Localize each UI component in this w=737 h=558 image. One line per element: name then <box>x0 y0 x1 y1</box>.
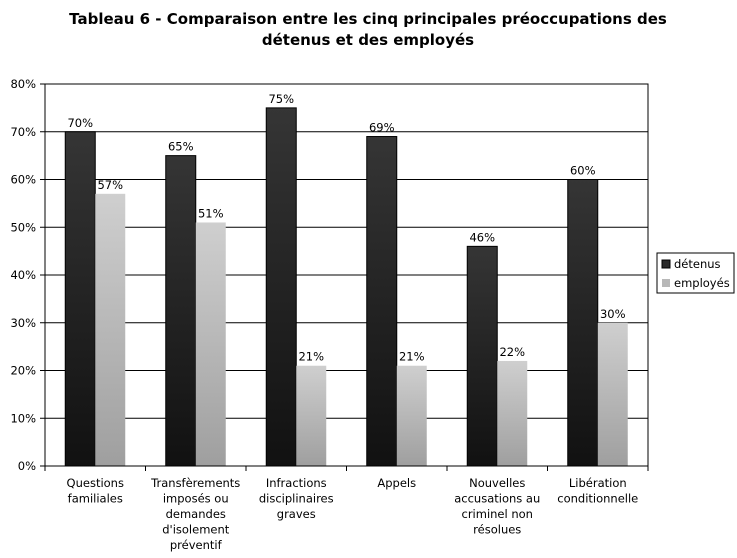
x-category-label-2-line-4: d'isolement <box>162 523 230 537</box>
y-axis-ticks: 0% 10% 20% 30% 40% 50% 60% 70% 80% <box>10 77 36 473</box>
x-category-label-4-line-1: Appels <box>377 476 416 490</box>
data-labels: 70% 57% 65% 51% 75% 21% 69% 21% 46% 22% 60% 30% <box>67 92 625 364</box>
legend-label-employés: employés <box>674 276 730 290</box>
data-label-détenus-3: 75% <box>268 92 294 106</box>
data-label-employés-5: 22% <box>499 345 525 359</box>
x-category-label-3-line-3: graves <box>277 507 316 521</box>
y-tick-label-10%: 10% <box>10 411 36 425</box>
data-label-détenus-1: 70% <box>67 116 93 130</box>
bar-détenus-1 <box>64 131 96 467</box>
data-label-détenus-5: 46% <box>469 230 495 244</box>
data-label-détenus-6: 60% <box>570 164 596 178</box>
data-label-détenus-4: 69% <box>369 121 395 135</box>
y-tick-label-20%: 20% <box>10 364 36 378</box>
data-label-employés-2: 51% <box>198 206 224 220</box>
gridlines <box>45 83 648 419</box>
y-tick-label-60%: 60% <box>10 173 36 187</box>
x-axis-categories: Questions familiales Transfèrements imposés… <box>67 476 639 552</box>
x-category-label-6: Libération conditionnelle <box>557 476 638 506</box>
bar-détenus-3 <box>265 107 297 467</box>
bar-détenus-4 <box>366 136 398 467</box>
chart-title-line-2: détenus et des employés <box>262 31 474 49</box>
data-label-employés-4: 21% <box>399 350 425 364</box>
x-category-label-2-line-1: Transfèrements <box>150 476 240 490</box>
x-category-label-3-line-1: Infractions <box>266 476 327 490</box>
x-category-label-2-line-3: demandes <box>166 507 226 521</box>
x-category-label-1: Questions familiales <box>67 476 124 506</box>
x-category-label-4: Appels <box>377 476 416 490</box>
y-tick-label-70%: 70% <box>10 125 36 139</box>
bar-employés-1 <box>95 193 126 466</box>
legend-swatch-employés <box>662 279 670 287</box>
x-category-label-5: Nouvelles accusations au criminel non résol… <box>454 476 540 537</box>
bar-employés-2 <box>195 222 226 466</box>
bar-employés-4 <box>396 365 427 466</box>
bar-détenus-2 <box>165 155 197 467</box>
y-tick-label-50%: 50% <box>10 220 36 234</box>
x-category-label-2-line-2: imposés ou <box>163 492 229 506</box>
data-label-détenus-2: 65% <box>168 140 194 154</box>
x-category-label-3-line-2: disciplinaires <box>259 492 334 506</box>
chart-title: Tableau 6 - Comparaison entre les cinq p… <box>69 10 667 49</box>
x-category-label-5-line-4: résolues <box>473 523 521 537</box>
data-label-employés-1: 57% <box>97 178 123 192</box>
plot-frame <box>40 83 649 471</box>
x-category-label-3: Infractions disciplinaires graves <box>259 476 334 521</box>
legend: détenus employés <box>656 252 735 294</box>
x-category-label-2-line-5: préventif <box>170 538 223 552</box>
bar-détenus-6 <box>567 179 599 467</box>
data-label-employés-3: 21% <box>298 350 324 364</box>
y-tick-label-0%: 0% <box>18 459 36 473</box>
x-category-label-6-line-1: Libération <box>569 476 627 490</box>
x-category-label-5-line-1: Nouvelles <box>469 476 525 490</box>
bar-employés-5 <box>497 360 528 466</box>
x-category-label-1-line-1: Questions <box>67 476 124 490</box>
bar-employés-6 <box>597 322 628 466</box>
x-category-label-5-line-3: criminel non <box>462 507 533 521</box>
bars <box>64 107 628 467</box>
chart-title-line-1: Tableau 6 - Comparaison entre les cinq p… <box>69 10 667 28</box>
legend-label-détenus: détenus <box>674 257 721 271</box>
x-category-label-5-line-2: accusations au <box>454 492 540 506</box>
y-tick-label-40%: 40% <box>10 268 36 282</box>
x-category-label-1-line-2: familiales <box>68 492 123 506</box>
x-category-label-2: Transfèrements imposés ou demandes d'isolem… <box>150 476 240 552</box>
data-label-employés-6: 30% <box>600 307 626 321</box>
bar-détenus-5 <box>466 245 498 467</box>
bar-employés-3 <box>296 365 327 466</box>
y-tick-label-80%: 80% <box>10 77 36 91</box>
x-category-label-6-line-2: conditionnelle <box>557 492 638 506</box>
legend-swatch-détenus <box>661 259 671 269</box>
y-tick-label-30%: 30% <box>10 316 36 330</box>
